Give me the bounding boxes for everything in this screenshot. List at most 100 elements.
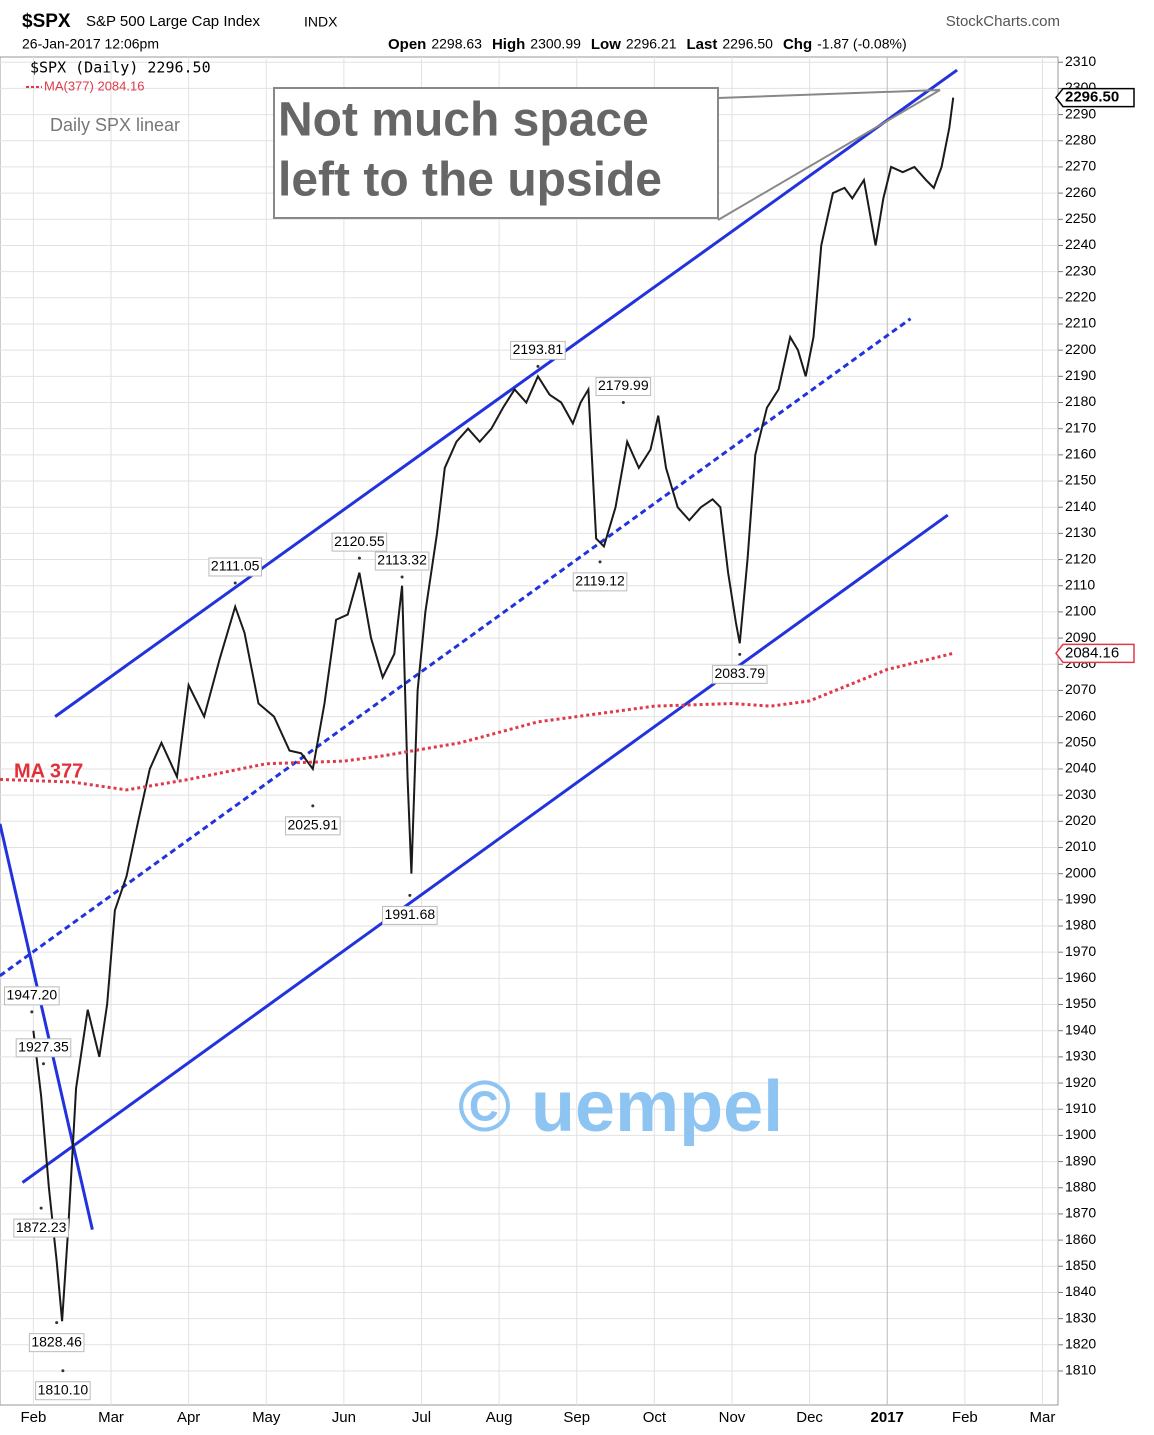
y-tick-label: 2290 (1065, 105, 1096, 121)
point-label: 2083.79 (714, 665, 765, 681)
point-marker (233, 581, 237, 585)
point-marker (400, 575, 404, 579)
y-tick-label: 2280 (1065, 131, 1096, 147)
point-marker (357, 556, 361, 560)
y-tick-label: 2270 (1065, 158, 1096, 174)
x-tick-label: Aug (486, 1409, 513, 1426)
point-marker (61, 1369, 65, 1373)
legend-ma: MA(377) 2084.16 (44, 78, 144, 93)
y-tick-label: 2070 (1065, 681, 1096, 697)
point-marker (738, 652, 742, 656)
y-tick-label: 1910 (1065, 1100, 1096, 1116)
trendline (54, 68, 958, 718)
y-tick-label: 1860 (1065, 1231, 1096, 1247)
point-label-box (35, 1381, 91, 1401)
quote-value: 2296.21 (626, 36, 677, 52)
annotation-box (273, 87, 719, 219)
price-tag (1055, 87, 1135, 108)
y-tick-label: 2150 (1065, 472, 1096, 488)
x-tick-label: Dec (796, 1409, 823, 1426)
quote: Open 2298.63 High 2300.99 Low 2296.21 Last 2296… (388, 36, 907, 53)
point-label-box (374, 551, 430, 571)
y-tick-label: 1900 (1065, 1126, 1096, 1142)
y-tick-label: 2250 (1065, 210, 1096, 226)
y-tick-label: 2060 (1065, 707, 1096, 723)
point-label-box (572, 572, 628, 592)
point-label: 1947.20 (7, 987, 58, 1003)
watermark: © uempel (458, 1067, 783, 1147)
y-tick-label: 2020 (1065, 812, 1096, 828)
point-marker (408, 893, 412, 897)
y-tick-label: 2200 (1065, 341, 1096, 357)
point-marker (30, 1010, 34, 1014)
subtitle: Daily SPX linear (50, 115, 180, 135)
trendline (0, 317, 912, 977)
point-label-box (13, 1218, 69, 1238)
price-tag-label: 2296.50 (1065, 89, 1119, 106)
trendline (21, 513, 949, 1184)
point-label-box (382, 905, 438, 925)
point-label: 1927.35 (18, 1039, 69, 1055)
point-label-box (331, 532, 388, 552)
x-tick-label: Oct (643, 1409, 667, 1426)
x-tick-label: Feb (952, 1409, 978, 1426)
point-label: 1828.46 (31, 1333, 82, 1349)
quote-label: Open (388, 36, 426, 53)
point-label-box (4, 986, 60, 1006)
point-label: 2111.05 (211, 558, 260, 574)
y-tick-label: 2040 (1065, 760, 1096, 776)
symbol: $SPX (22, 11, 71, 32)
y-tick-label: 1840 (1065, 1283, 1096, 1299)
point-label-box (208, 557, 262, 577)
x-tick-label: Feb (20, 1409, 46, 1426)
point-label-box (510, 340, 566, 360)
x-tick-label: Apr (177, 1409, 200, 1426)
y-tick-label: 2190 (1065, 367, 1096, 383)
trendline (0, 823, 94, 1230)
point-label-box (15, 1038, 72, 1058)
y-tick-label: 1810 (1065, 1362, 1096, 1378)
quote-label: Low (591, 36, 621, 53)
y-tick-label: 2170 (1065, 419, 1096, 435)
quote-label: Last (687, 36, 718, 53)
point-marker (55, 1321, 59, 1325)
point-marker (536, 364, 540, 368)
x-tick-label: Nov (719, 1409, 746, 1426)
y-tick-label: 1960 (1065, 969, 1096, 985)
point-label: 2113.32 (377, 552, 427, 568)
point-label: 1810.10 (38, 1381, 89, 1397)
point-label: 1872.23 (16, 1219, 67, 1235)
quote-label: High (492, 36, 525, 53)
annotation-line: Not much space (278, 94, 649, 147)
ma-line (0, 651, 954, 792)
y-tick-label: 1990 (1065, 891, 1096, 907)
plot-frame (0, 56, 1059, 1406)
point-label: 2025.91 (288, 817, 339, 833)
y-tick-label: 2000 (1065, 864, 1096, 880)
point-marker (41, 1062, 45, 1066)
ma-label: MA 377 (14, 760, 83, 782)
price-tag-label: 2084.16 (1065, 644, 1119, 661)
legend-price: $SPX (Daily) 2296.50 (30, 59, 211, 77)
exchange: INDX (304, 14, 338, 30)
index-name: S&P 500 Large Cap Index (86, 13, 261, 30)
quote-value: -1.87 (-0.08%) (817, 36, 906, 52)
quote-label: Chg (783, 36, 812, 53)
y-tick-label: 2050 (1065, 733, 1096, 749)
y-tick-label: 2090 (1065, 629, 1096, 645)
point-label: 1991.68 (385, 906, 436, 922)
x-tick-label: Sep (563, 1409, 590, 1426)
quote-value: 2296.50 (722, 36, 773, 52)
y-tick-label: 2210 (1065, 315, 1096, 331)
x-tick-label: 2017 (871, 1409, 904, 1426)
y-tick-label: 1870 (1065, 1205, 1096, 1221)
y-tick-label: 2260 (1065, 184, 1096, 200)
y-tick-label: 1980 (1065, 917, 1096, 933)
y-tick-label: 2100 (1065, 603, 1096, 619)
y-tick-label: 2230 (1065, 262, 1096, 278)
plot: 2111.05 2120.55 2113.32 2025.91 1991.68 2193.… (0, 68, 1135, 1401)
x-tick-label: May (252, 1409, 281, 1426)
annotation-pointer (717, 89, 941, 221)
point-label-box (28, 1333, 85, 1353)
